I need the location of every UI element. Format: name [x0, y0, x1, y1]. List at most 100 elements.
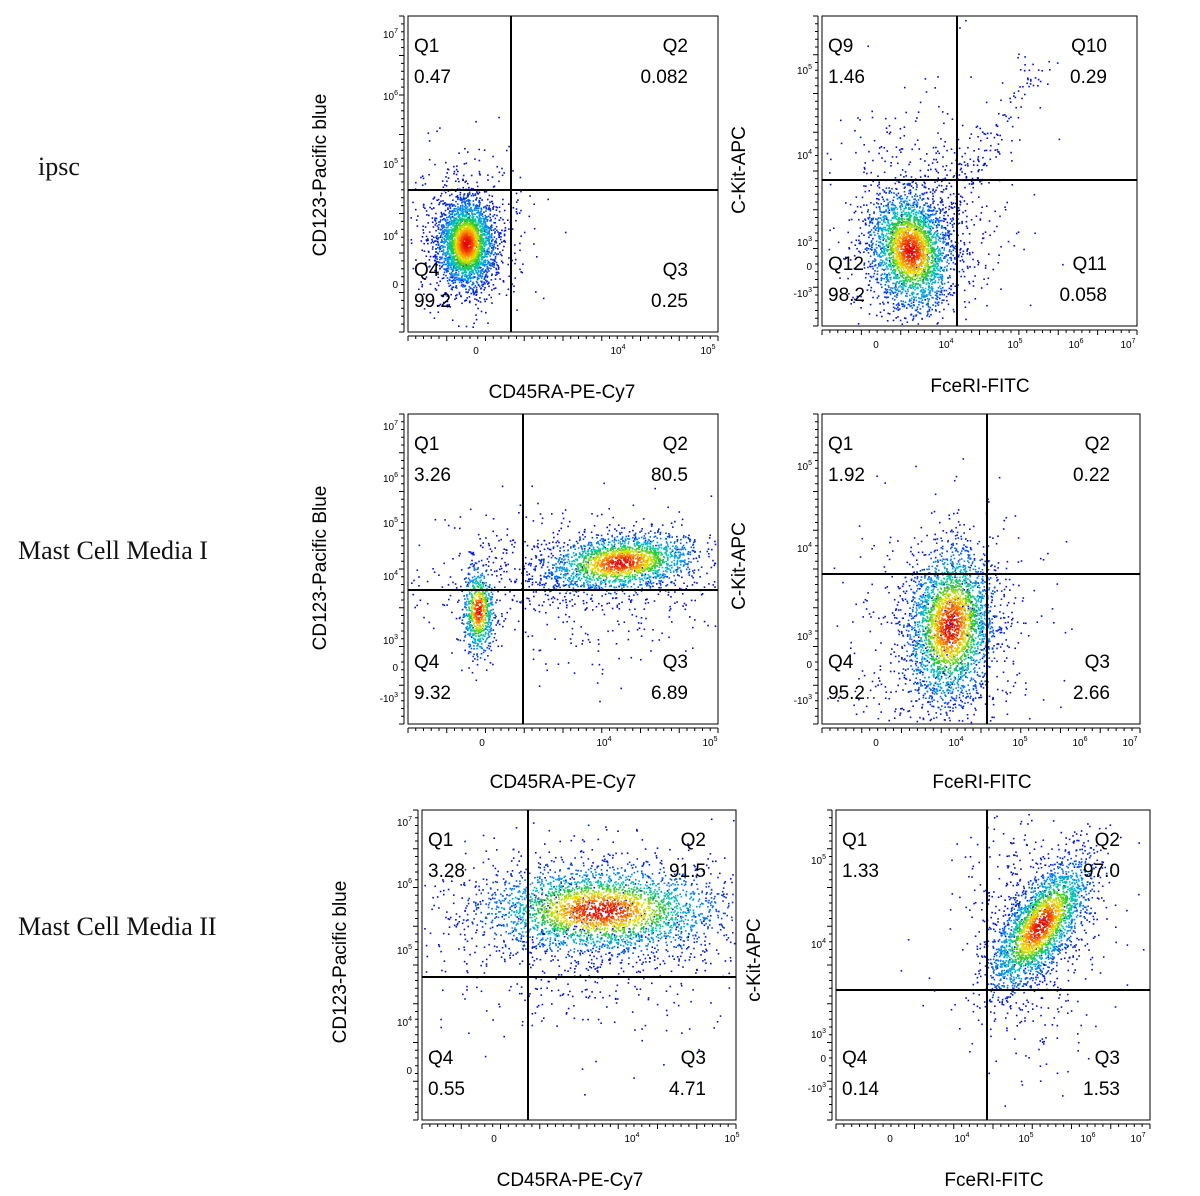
- y-tick-label: 107: [383, 420, 398, 433]
- x-tick-label: 107: [1130, 1132, 1145, 1145]
- quadrant-name: Q1: [428, 830, 453, 851]
- y-tick-label: -103: [380, 692, 398, 705]
- quadrant-name: Q11: [1072, 254, 1107, 275]
- plot-frame: [821, 413, 1141, 725]
- y-tick-label: 105: [811, 854, 826, 867]
- y-tick-label: 107: [383, 28, 398, 41]
- quadrant-name: Q3: [1095, 1048, 1120, 1069]
- y-tick-label: 105: [797, 460, 812, 473]
- quadrant-percent: 0.55: [428, 1079, 465, 1100]
- x-tick-label: 107: [1120, 338, 1135, 351]
- quadrant-percent: 80.5: [651, 465, 688, 486]
- quadrant-name: Q12: [828, 254, 864, 275]
- row-label-ipsc: ipsc: [38, 152, 80, 181]
- y-tick-label: 0: [392, 280, 398, 291]
- x-tick-label: 106: [1068, 338, 1083, 351]
- x-tick-label: 0: [491, 1134, 497, 1145]
- y-tick-label: 103: [383, 634, 398, 647]
- quadrant-name: Q1: [842, 830, 867, 851]
- event-cloud: [900, 813, 1145, 1107]
- flow-plot-r2c0: Q1 3.28 Q2 91.5 Q4 0.55 Q3 4.71 0 104 105 107 106 105…: [330, 809, 740, 1191]
- x-tick-label: 105: [1018, 1132, 1033, 1145]
- quadrant-percent: 1.46: [828, 67, 865, 88]
- quadrant-percent: 4.71: [669, 1079, 706, 1100]
- x-tick-label: 104: [954, 1132, 969, 1145]
- event-cloud: [826, 19, 1064, 325]
- x-tick-label: 104: [948, 736, 963, 749]
- x-tick-label: 0: [887, 1134, 893, 1145]
- quadrant-name: Q2: [681, 830, 706, 851]
- plot-frame: [821, 15, 1138, 327]
- flow-plot-r1c0: Q1 3.26 Q2 80.5 Q4 9.32 Q3 6.89 0 104 105 107 106 105…: [310, 413, 719, 793]
- quadrant-percent: 0.47: [414, 67, 451, 88]
- y-axis-title: c-Kit-APC: [744, 918, 765, 1001]
- x-tick-label: 0: [473, 346, 479, 357]
- quadrant-percent: 0.25: [651, 291, 688, 312]
- y-tick-label: 103: [811, 1028, 826, 1041]
- quadrant-percent: 0.14: [842, 1079, 879, 1100]
- x-tick-label: 104: [624, 1132, 639, 1145]
- quadrant-percent: 0.082: [640, 67, 688, 88]
- quadrant-percent: 0.058: [1059, 285, 1107, 306]
- y-tick-label: 104: [811, 938, 826, 951]
- y-tick-label: 106: [383, 90, 398, 103]
- y-tick-label: 104: [797, 149, 812, 162]
- y-tick-label: 104: [797, 542, 812, 555]
- x-axis-title: FceRI-FITC: [930, 376, 1029, 397]
- flow-plot-r0c0: Q1 0.47 Q2 0.082 Q4 99.2 Q3 0.25 0 104 105 107 106 10…: [310, 15, 719, 403]
- y-tick-label: 106: [383, 472, 398, 485]
- quadrant-percent: 3.28: [428, 861, 465, 882]
- x-tick-label: 104: [610, 344, 625, 357]
- x-axis-title: FceRI-FITC: [932, 772, 1031, 793]
- quadrant-name: Q2: [663, 434, 688, 455]
- quadrant-percent: 0.29: [1070, 67, 1107, 88]
- x-axis-title: FceRI-FITC: [944, 1170, 1043, 1191]
- x-tick-label: 105: [724, 1132, 739, 1145]
- plot-frame: [835, 809, 1151, 1121]
- y-tick-label: 0: [406, 1066, 412, 1077]
- quadrant-name: Q1: [414, 36, 439, 57]
- y-tick-label: 104: [383, 570, 398, 583]
- quadrant-percent: 95.2: [828, 683, 865, 704]
- y-tick-label: 105: [397, 944, 412, 957]
- quadrant-name: Q3: [1085, 652, 1110, 673]
- y-tick-label: 103: [797, 630, 812, 643]
- y-tick-label: -103: [808, 1082, 826, 1095]
- quadrant-name: Q2: [1095, 830, 1120, 851]
- quadrant-name: Q4: [428, 1048, 454, 1069]
- quadrant-percent: 0.22: [1073, 465, 1110, 486]
- quadrant-name: Q2: [1085, 434, 1110, 455]
- y-tick-label: 104: [383, 230, 398, 243]
- quadrant-name: Q4: [414, 652, 440, 673]
- quadrant-percent: 98.2: [828, 285, 865, 306]
- quadrant-percent: 1.33: [842, 861, 879, 882]
- quadrant-name: Q2: [663, 36, 688, 57]
- y-tick-label: 103: [797, 236, 812, 249]
- row-label-mast-cell-media-i: Mast Cell Media I: [18, 536, 208, 565]
- y-axis-title: CD123-Pacific blue: [310, 94, 331, 257]
- flow-plot-r2c1: Q1 1.33 Q2 97.0 Q4 0.14 Q3 1.53 0 104 105 106 107 105…: [744, 809, 1151, 1191]
- event-cloud: [411, 436, 717, 703]
- x-tick-label: 105: [700, 344, 715, 357]
- quadrant-name: Q4: [842, 1048, 868, 1069]
- quadrant-name: Q1: [828, 434, 853, 455]
- event-cloud: [410, 116, 567, 328]
- x-tick-label: 0: [479, 738, 485, 749]
- quadrant-name: Q4: [414, 260, 440, 281]
- x-axis-title: CD45RA-PE-Cy7: [490, 772, 637, 793]
- x-axis-title: CD45RA-PE-Cy7: [489, 382, 636, 403]
- quadrant-percent: 6.89: [651, 683, 688, 704]
- quadrant-name: Q3: [681, 1048, 706, 1069]
- x-tick-label: 105: [1007, 338, 1022, 351]
- y-axis-title: C-Kit-APC: [729, 126, 750, 214]
- plot-frame: [421, 809, 737, 1121]
- x-tick-label: 0: [873, 340, 879, 351]
- quadrant-percent: 91.5: [669, 861, 706, 882]
- y-axis-title: CD123-Pacific Blue: [310, 486, 331, 651]
- y-tick-label: 105: [383, 158, 398, 171]
- quadrant-percent: 9.32: [414, 683, 451, 704]
- quadrant-percent: 3.26: [414, 465, 451, 486]
- quadrant-name: Q3: [663, 260, 688, 281]
- row-label-mast-cell-media-ii: Mast Cell Media II: [18, 912, 217, 941]
